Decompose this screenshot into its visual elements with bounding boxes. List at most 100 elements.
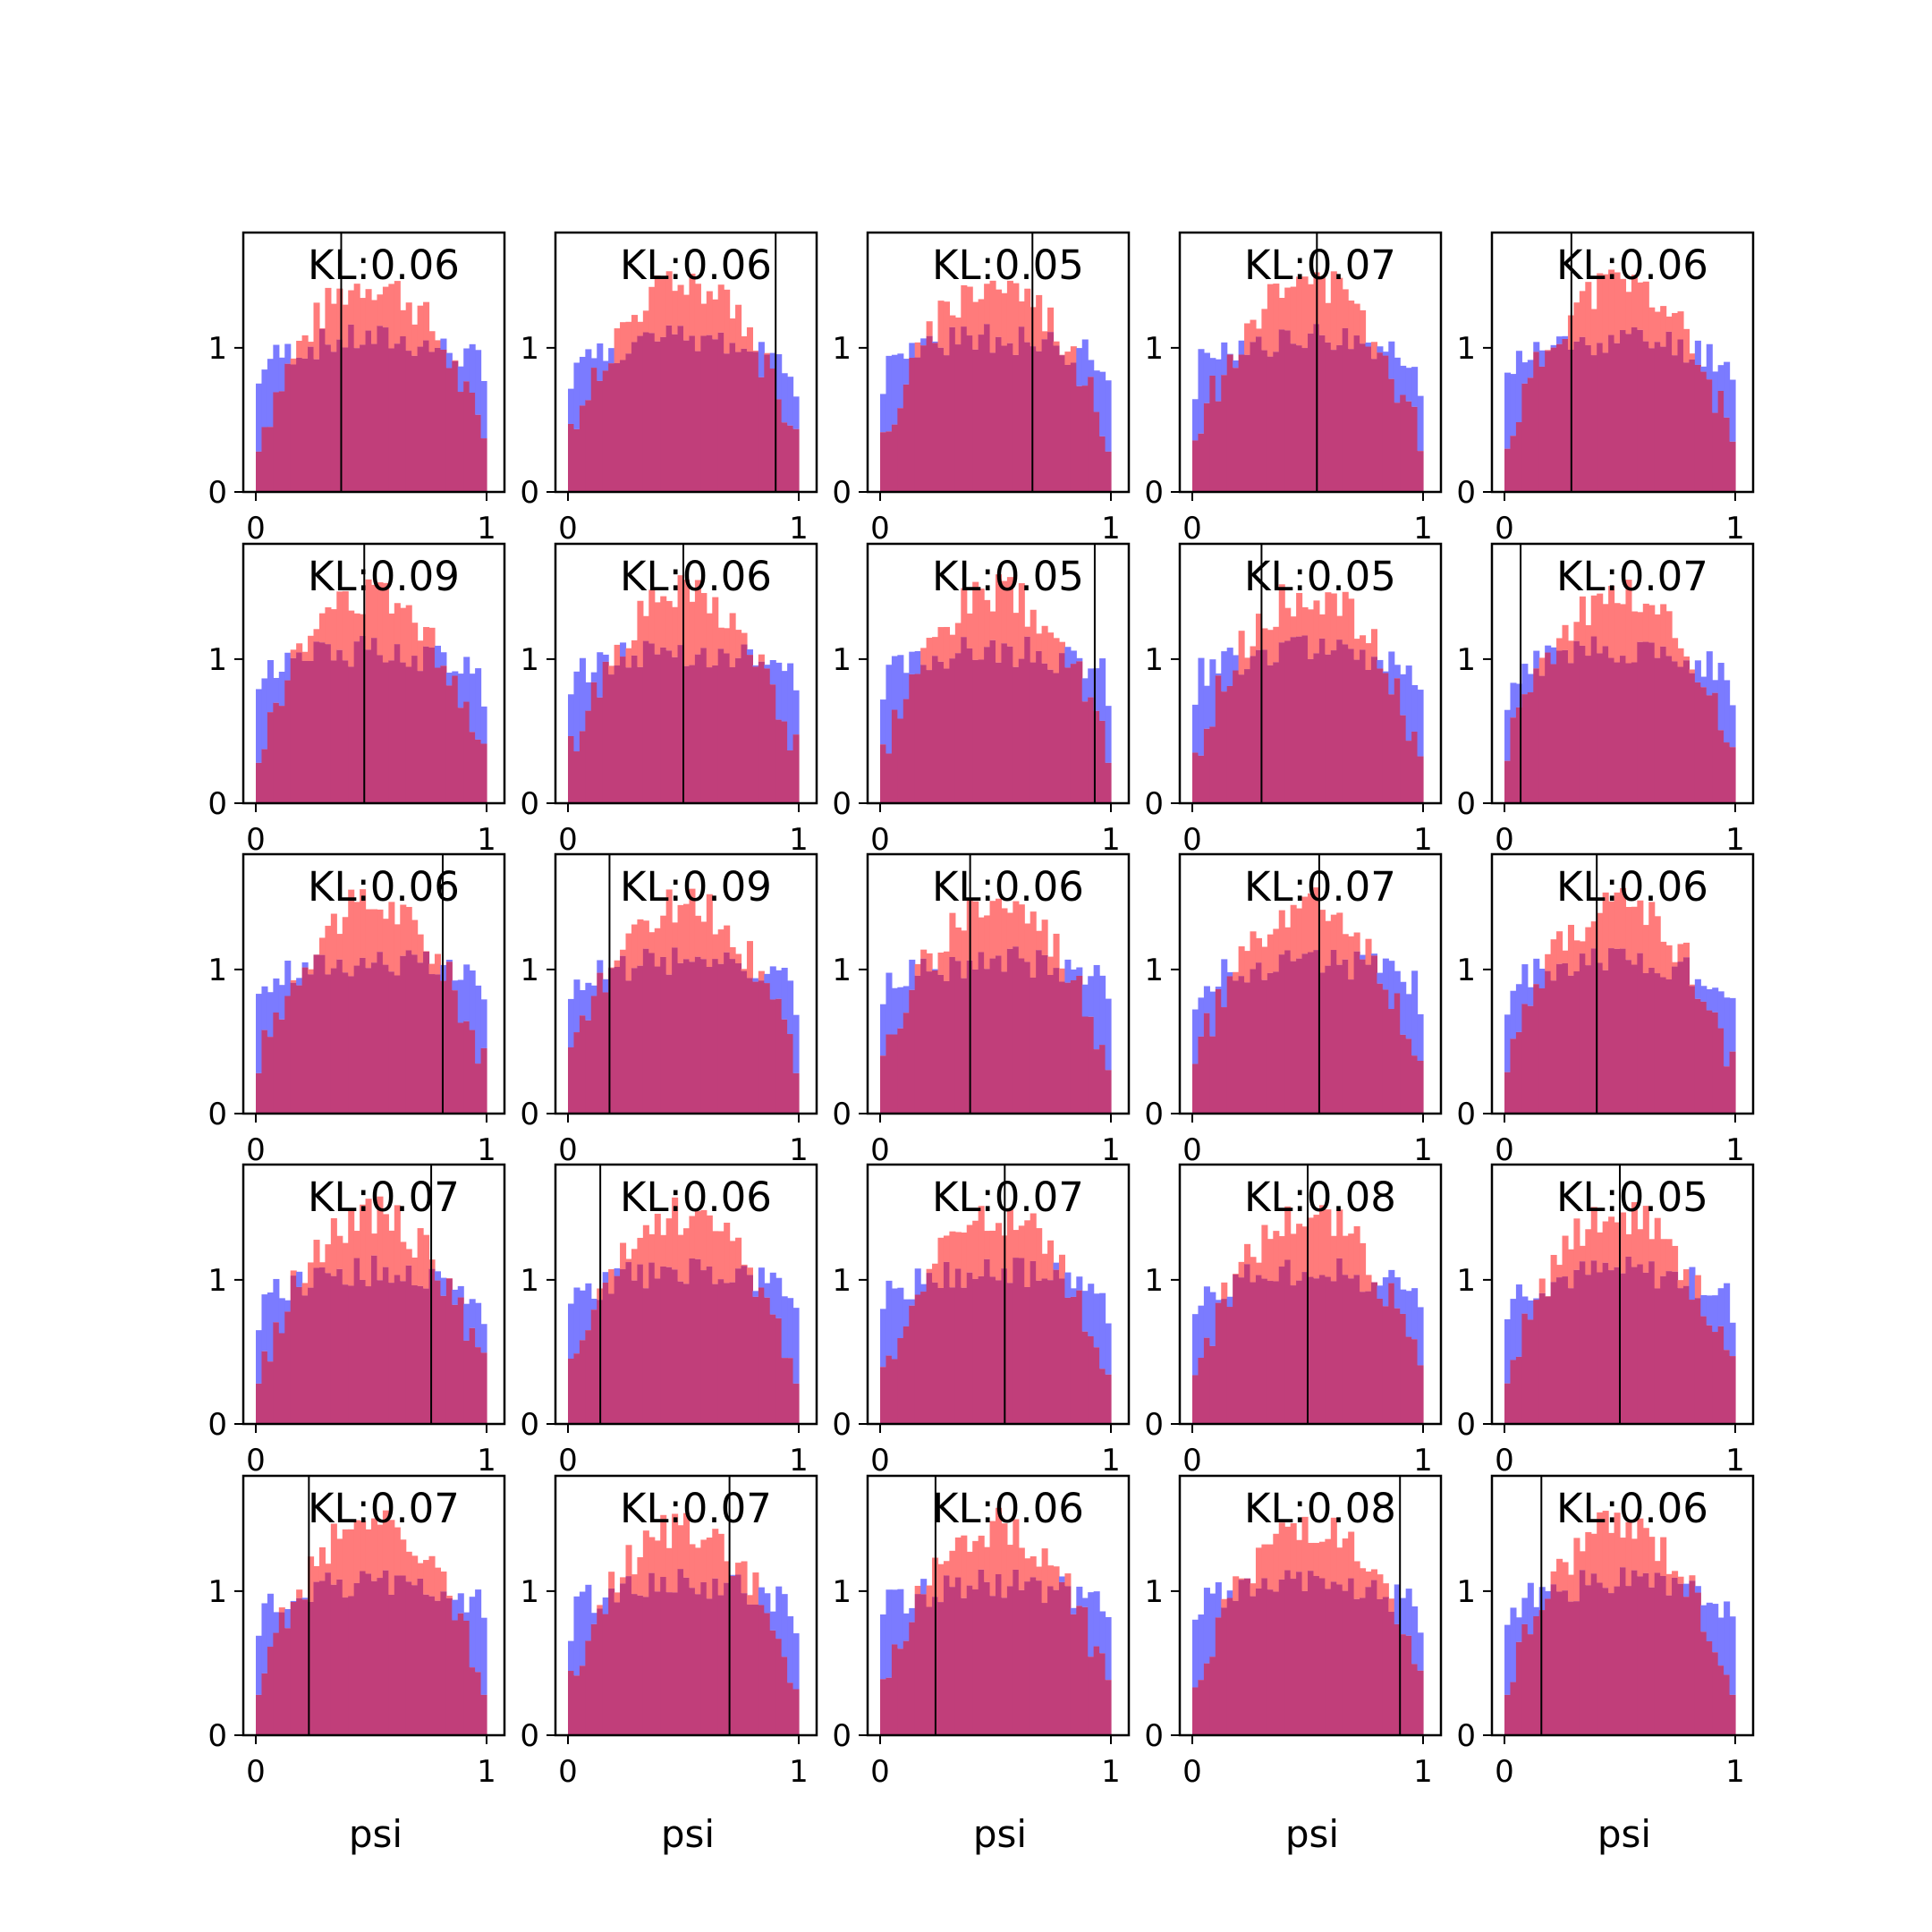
hist-bar-overlap <box>1521 1623 1529 1735</box>
hist-bar-overlap <box>717 332 724 492</box>
hist-bar-overlap <box>1672 355 1679 492</box>
hist-bar-overlap <box>278 706 285 803</box>
y-tick-label: 1 <box>520 1263 539 1299</box>
hist-bar-top <box>1076 348 1083 386</box>
hist-bar-overlap <box>1400 715 1407 803</box>
hist-bar-top <box>284 343 292 364</box>
hist-bar-overlap <box>1510 436 1517 492</box>
hist-bar-overlap <box>654 966 661 1114</box>
hist-bar-overlap <box>1660 346 1667 492</box>
y-tick-label: 0 <box>1144 1407 1164 1443</box>
hist-bar-top <box>764 352 771 355</box>
hist-bar-overlap <box>792 1689 800 1735</box>
hist-bar-overlap <box>585 710 592 803</box>
hist-bar-top <box>440 652 447 666</box>
hist-bar-overlap <box>1550 664 1557 803</box>
hist-bar-top <box>1198 657 1205 756</box>
hist-bar-overlap <box>1325 1589 1332 1735</box>
hist-bar-top <box>1712 987 1719 1013</box>
hist-bar-top <box>1047 956 1055 975</box>
y-tick-label: 1 <box>520 331 539 367</box>
hist-bar-top <box>1336 1547 1343 1585</box>
hist-bar-top <box>1290 286 1297 344</box>
hist-bar-top <box>1342 591 1349 645</box>
hist-bar-overlap <box>978 1275 985 1424</box>
hist-bar-overlap <box>1533 984 1540 1114</box>
hist-bar-overlap <box>417 671 424 803</box>
hist-bar-top <box>677 284 684 326</box>
hist-bar-overlap <box>1244 1578 1251 1735</box>
hist-bar-top <box>608 967 615 969</box>
hist-bar-top <box>926 638 933 671</box>
hist-bar-top <box>1365 938 1372 965</box>
hist-bar-overlap <box>400 662 407 803</box>
hist-bar-overlap <box>394 1575 401 1735</box>
hist-bar-top <box>1585 1229 1592 1275</box>
x-tick-label: 0 <box>870 1754 890 1790</box>
y-tick-label: 1 <box>208 1263 227 1299</box>
hist-bar-overlap <box>1597 962 1604 1114</box>
hist-bar-overlap <box>342 660 349 803</box>
hist-bar-top <box>880 1309 887 1368</box>
hist-bar-overlap <box>1006 646 1013 803</box>
hist-bar-top <box>371 909 378 963</box>
hist-bar-overlap <box>278 1333 285 1424</box>
hist-bar-overlap <box>1006 343 1013 492</box>
hist-bar-overlap <box>267 1361 274 1424</box>
hist-bar-top <box>1105 380 1112 452</box>
hist-bar-overlap <box>1296 345 1303 492</box>
hist-bar-overlap <box>1308 658 1315 803</box>
hist-bar-overlap <box>1689 986 1696 1114</box>
hist-bar-overlap <box>741 348 748 492</box>
kl-annotation: KL:0.09 <box>308 553 460 600</box>
hist-bar-overlap <box>365 649 372 803</box>
x-axis-label: psi <box>973 1812 1027 1856</box>
hist-bar-overlap <box>428 352 436 492</box>
hist-bar-top <box>1318 1541 1326 1579</box>
hist-bar-top <box>1724 680 1731 743</box>
panel-13: 010 1KL:0.06 <box>832 852 1131 1168</box>
hist-bar-overlap <box>660 336 667 492</box>
hist-bar-top <box>758 1267 765 1288</box>
hist-bar-top <box>1250 319 1257 343</box>
hist-bar-overlap <box>620 360 627 492</box>
hist-bar-overlap <box>457 1022 464 1114</box>
hist-bar-overlap <box>608 674 615 803</box>
hist-bar-overlap <box>1614 343 1621 492</box>
hist-bar-overlap <box>1088 1016 1095 1114</box>
hist-bar-top <box>261 678 268 750</box>
hist-bar-overlap <box>752 352 759 492</box>
hist-bar-overlap <box>1620 330 1627 492</box>
hist-bar-overlap <box>700 335 708 492</box>
hist-bar-overlap <box>568 1671 575 1735</box>
hist-bar-overlap <box>382 1570 389 1735</box>
hist-bar-overlap <box>1642 1572 1649 1735</box>
hist-bar-overlap <box>382 662 389 803</box>
x-tick-label: 1 <box>477 1132 496 1168</box>
hist-bar-top <box>1411 1606 1419 1665</box>
hist-bar-overlap <box>984 969 991 1114</box>
hist-bar-top <box>1550 939 1557 981</box>
hist-bar-overlap <box>568 735 575 803</box>
hist-bar-overlap <box>1729 1051 1736 1114</box>
y-tick-label: 0 <box>208 786 227 822</box>
hist-bar-overlap <box>1388 1612 1395 1735</box>
hist-bar-overlap <box>273 1632 280 1735</box>
hist-bar-overlap <box>1273 662 1280 803</box>
hist-bar-overlap <box>365 1286 372 1424</box>
hist-bar-top <box>984 1546 991 1582</box>
hist-bar-top <box>1192 1619 1199 1688</box>
hist-bar-top <box>463 964 470 1021</box>
hist-bar-top <box>1076 657 1083 662</box>
hist-bar-overlap <box>1712 1332 1719 1424</box>
hist-bar-top <box>781 671 788 722</box>
hist-bar-top <box>1521 1597 1529 1624</box>
hist-bar-top <box>1348 1531 1355 1579</box>
hist-bar-overlap <box>1348 349 1355 492</box>
hist-bar-overlap <box>700 1581 708 1735</box>
hist-bar-top <box>360 1521 367 1572</box>
panel-6: 010 1KL:0.09 <box>208 542 506 858</box>
hist-bar-top <box>1694 660 1701 682</box>
axes-frame <box>554 1163 818 1426</box>
hist-bar-top <box>1353 932 1360 952</box>
